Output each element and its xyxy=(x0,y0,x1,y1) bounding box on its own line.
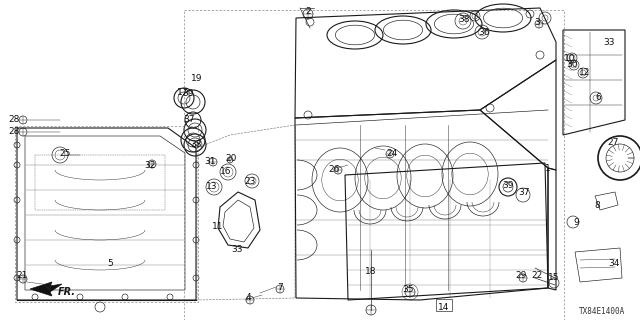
Text: 20: 20 xyxy=(225,154,237,163)
Text: 26: 26 xyxy=(328,164,340,173)
Bar xyxy=(15,126,198,302)
Text: 18: 18 xyxy=(365,267,377,276)
Text: 16: 16 xyxy=(220,166,232,175)
Text: 30: 30 xyxy=(566,60,578,68)
Text: 35: 35 xyxy=(403,284,413,293)
Text: 27: 27 xyxy=(607,138,619,147)
Text: 38: 38 xyxy=(190,140,202,148)
Text: TX84E1400A: TX84E1400A xyxy=(579,307,625,316)
Bar xyxy=(35,155,165,210)
Text: 25: 25 xyxy=(60,148,70,157)
Text: 28: 28 xyxy=(8,115,20,124)
Text: 33: 33 xyxy=(231,244,243,253)
Text: 37: 37 xyxy=(518,188,530,196)
Text: 12: 12 xyxy=(579,68,591,76)
Text: 7: 7 xyxy=(277,283,283,292)
Text: 39: 39 xyxy=(182,89,194,98)
Text: 4: 4 xyxy=(245,293,251,302)
Bar xyxy=(436,299,452,311)
Text: 9: 9 xyxy=(573,218,579,227)
Text: 39: 39 xyxy=(502,180,514,189)
Text: 6: 6 xyxy=(595,92,601,101)
Text: 31: 31 xyxy=(204,156,216,165)
Text: 17: 17 xyxy=(177,87,189,97)
Text: 28: 28 xyxy=(8,126,20,135)
Text: 24: 24 xyxy=(387,148,397,157)
Text: 36: 36 xyxy=(478,28,490,36)
Text: 37: 37 xyxy=(183,115,195,124)
Text: 34: 34 xyxy=(608,259,620,268)
Text: 5: 5 xyxy=(107,259,113,268)
Text: 23: 23 xyxy=(244,177,256,186)
Text: 10: 10 xyxy=(564,53,576,62)
Text: 1: 1 xyxy=(545,164,551,172)
Polygon shape xyxy=(30,282,62,296)
Text: 3: 3 xyxy=(534,18,540,27)
Text: 13: 13 xyxy=(206,181,218,190)
Text: 15: 15 xyxy=(548,274,560,283)
Text: 11: 11 xyxy=(212,221,224,230)
Text: 8: 8 xyxy=(594,201,600,210)
Text: FR.: FR. xyxy=(58,287,76,297)
Text: 19: 19 xyxy=(191,74,203,83)
Text: 33: 33 xyxy=(604,37,615,46)
Text: 32: 32 xyxy=(144,161,156,170)
Text: 14: 14 xyxy=(438,302,450,311)
Text: 38: 38 xyxy=(458,14,470,23)
Text: 29: 29 xyxy=(515,271,527,281)
Text: 21: 21 xyxy=(16,271,28,281)
Text: 22: 22 xyxy=(531,271,543,281)
Text: 2: 2 xyxy=(305,6,311,15)
Bar xyxy=(184,10,564,320)
